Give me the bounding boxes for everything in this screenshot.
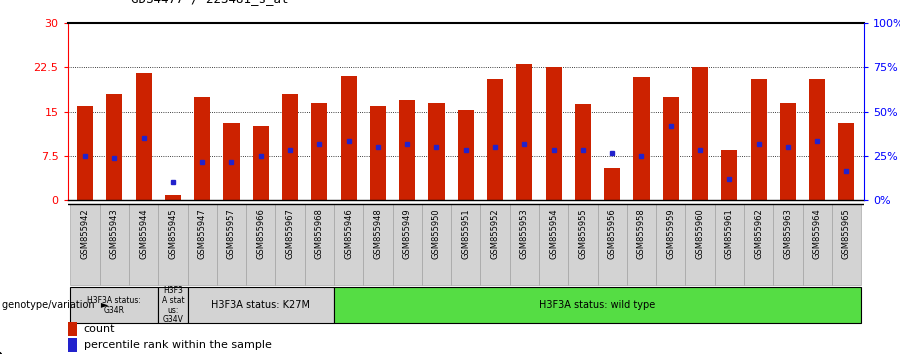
Bar: [744, 204, 773, 285]
Bar: [604, 167, 620, 200]
Text: GSM855954: GSM855954: [549, 208, 558, 259]
Text: GSM855968: GSM855968: [315, 208, 324, 259]
Text: GSM855945: GSM855945: [168, 208, 177, 259]
Bar: [194, 97, 211, 200]
Bar: [370, 105, 386, 200]
Bar: [545, 67, 562, 200]
Bar: [223, 123, 239, 200]
Bar: [77, 105, 93, 200]
Bar: [539, 204, 568, 285]
Text: GSM855949: GSM855949: [402, 208, 411, 259]
Bar: [311, 103, 328, 200]
Text: GSM855953: GSM855953: [520, 208, 529, 259]
Bar: [158, 204, 187, 285]
Bar: [399, 100, 415, 200]
Text: GSM855948: GSM855948: [374, 208, 382, 259]
Text: GSM855962: GSM855962: [754, 208, 763, 259]
Text: GSM855966: GSM855966: [256, 208, 266, 259]
Bar: [253, 126, 269, 200]
Text: H3F3A status:
G34R: H3F3A status: G34R: [87, 296, 141, 315]
Bar: [721, 150, 737, 200]
Bar: [187, 287, 334, 323]
Bar: [458, 110, 473, 200]
Bar: [809, 79, 825, 200]
Text: GSM855957: GSM855957: [227, 208, 236, 259]
Text: GSM855946: GSM855946: [344, 208, 353, 259]
Bar: [481, 204, 509, 285]
Bar: [832, 204, 861, 285]
Bar: [422, 204, 451, 285]
Text: GSM855944: GSM855944: [140, 208, 148, 259]
Bar: [686, 204, 715, 285]
Bar: [364, 204, 392, 285]
Bar: [136, 73, 152, 200]
Text: genotype/variation  ►: genotype/variation ►: [2, 300, 108, 310]
Text: GSM855950: GSM855950: [432, 208, 441, 259]
Bar: [575, 104, 591, 200]
Text: GSM855963: GSM855963: [783, 208, 792, 259]
Text: GSM855952: GSM855952: [491, 208, 500, 259]
Bar: [106, 94, 122, 200]
Bar: [692, 67, 708, 200]
Bar: [509, 204, 539, 285]
Bar: [598, 204, 626, 285]
Bar: [715, 204, 744, 285]
Bar: [803, 204, 832, 285]
Text: GSM855958: GSM855958: [637, 208, 646, 259]
Bar: [487, 79, 503, 200]
Text: GSM855964: GSM855964: [813, 208, 822, 259]
Bar: [334, 287, 861, 323]
Bar: [656, 204, 686, 285]
Text: count: count: [84, 324, 115, 334]
Text: H3F3A status: wild type: H3F3A status: wild type: [539, 300, 655, 310]
Bar: [305, 204, 334, 285]
Text: GSM855947: GSM855947: [198, 208, 207, 259]
Bar: [626, 204, 656, 285]
Text: GDS4477 / 223481_s_at: GDS4477 / 223481_s_at: [130, 0, 288, 5]
Bar: [773, 204, 803, 285]
Bar: [428, 103, 445, 200]
Text: GSM855960: GSM855960: [696, 208, 705, 259]
Bar: [451, 204, 481, 285]
Bar: [165, 195, 181, 200]
Bar: [662, 97, 679, 200]
Text: GSM855959: GSM855959: [666, 208, 675, 259]
Text: GSM855955: GSM855955: [579, 208, 588, 259]
Bar: [275, 204, 305, 285]
Bar: [568, 204, 598, 285]
Bar: [246, 204, 275, 285]
Bar: [158, 287, 187, 323]
Text: GSM855965: GSM855965: [842, 208, 850, 259]
Bar: [340, 76, 356, 200]
Bar: [334, 204, 364, 285]
Text: GSM855961: GSM855961: [724, 208, 733, 259]
Bar: [634, 77, 650, 200]
Bar: [392, 204, 422, 285]
Bar: [100, 204, 129, 285]
Bar: [282, 94, 298, 200]
Text: H3F3
A stat
us:
G34V: H3F3 A stat us: G34V: [162, 286, 184, 324]
Text: percentile rank within the sample: percentile rank within the sample: [84, 340, 272, 350]
Bar: [517, 64, 533, 200]
Bar: [779, 103, 796, 200]
Text: GSM855967: GSM855967: [285, 208, 294, 259]
Text: GSM855943: GSM855943: [110, 208, 119, 259]
Bar: [70, 287, 158, 323]
Text: GSM855942: GSM855942: [81, 208, 90, 259]
Bar: [70, 204, 100, 285]
Bar: [129, 204, 158, 285]
Text: GSM855951: GSM855951: [461, 208, 470, 259]
Text: H3F3A status: K27M: H3F3A status: K27M: [212, 300, 310, 310]
Text: GSM855956: GSM855956: [608, 208, 616, 259]
Bar: [187, 204, 217, 285]
Bar: [839, 123, 854, 200]
Bar: [751, 79, 767, 200]
Bar: [217, 204, 246, 285]
